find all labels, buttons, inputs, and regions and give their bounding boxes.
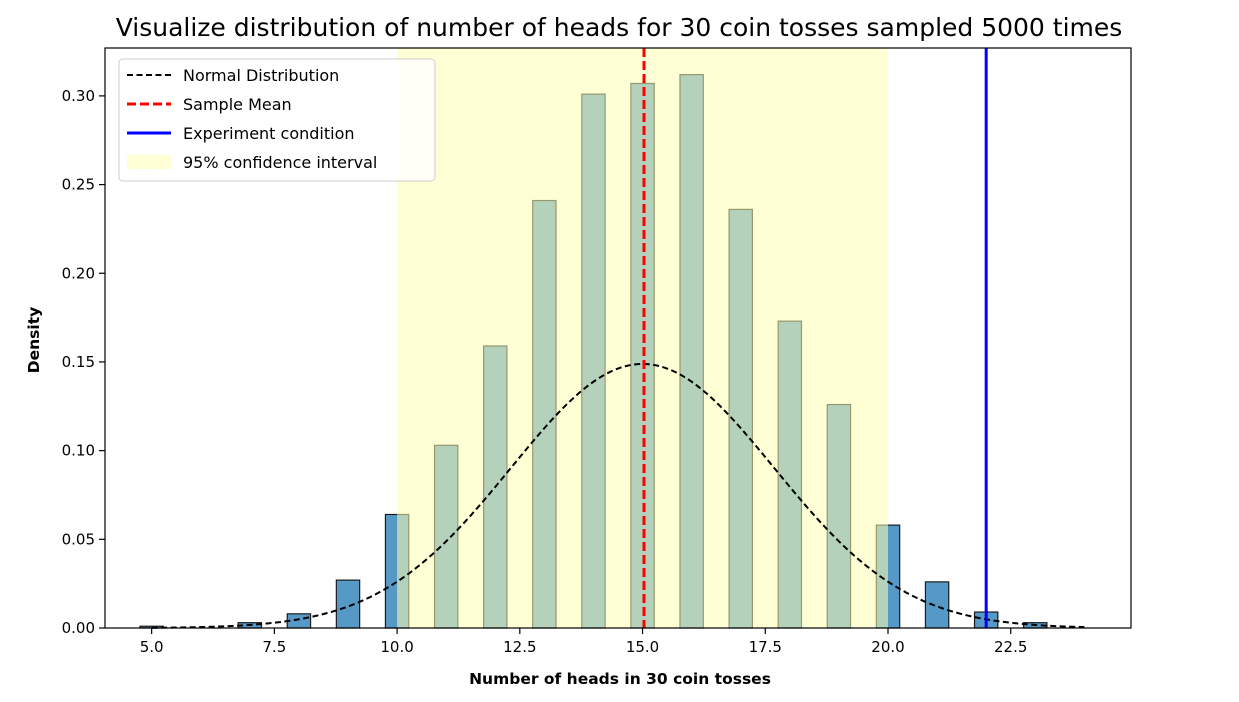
histogram-bar — [924, 581, 950, 629]
y-tick-label: 0.05 — [62, 530, 95, 548]
legend-swatch-confidence-interval — [127, 155, 171, 169]
y-tick-label: 0.10 — [62, 442, 95, 460]
y-tick-label: 0.25 — [62, 176, 95, 194]
x-tick-label: 22.5 — [994, 638, 1027, 656]
legend-label-normal-distribution: Normal Distribution — [183, 66, 339, 85]
x-tick-label: 15.0 — [626, 638, 659, 656]
x-tick-label: 20.0 — [871, 638, 904, 656]
x-tick-label: 12.5 — [503, 638, 536, 656]
axes-frame — [104, 47, 1132, 629]
y-tick-label: 0.20 — [62, 264, 95, 282]
axis-ticks: 5.0 7.5 10.0 12.5 15.0 17.5 20.0 22.5 0.00 0.05 0.… — [62, 87, 1028, 656]
x-tick-label: 5.0 — [140, 638, 164, 656]
histogram-bar — [286, 613, 312, 629]
x-tick-label: 17.5 — [749, 638, 782, 656]
x-tick-label: 7.5 — [262, 638, 286, 656]
chart-title: Visualize distribution of number of head… — [116, 13, 1123, 42]
x-tick-label: 10.0 — [380, 638, 413, 656]
plot-area — [139, 48, 1085, 629]
y-tick-label: 0.30 — [62, 87, 95, 105]
y-axis-title: Density — [25, 307, 43, 373]
y-tick-label: 0.00 — [62, 619, 95, 637]
legend: Normal Distribution Sample Mean Experime… — [118, 58, 436, 182]
legend-label-experiment-condition: Experiment condition — [183, 124, 355, 143]
histogram-bar — [335, 579, 361, 629]
legend-box — [118, 58, 436, 182]
x-axis-title: Number of heads in 30 coin tosses — [469, 670, 771, 688]
normal-distribution-curve — [151, 362, 1085, 629]
legend-label-confidence-interval: 95% confidence interval — [183, 153, 377, 172]
legend-label-sample-mean: Sample Mean — [183, 95, 292, 114]
y-tick-label: 0.15 — [62, 353, 95, 371]
